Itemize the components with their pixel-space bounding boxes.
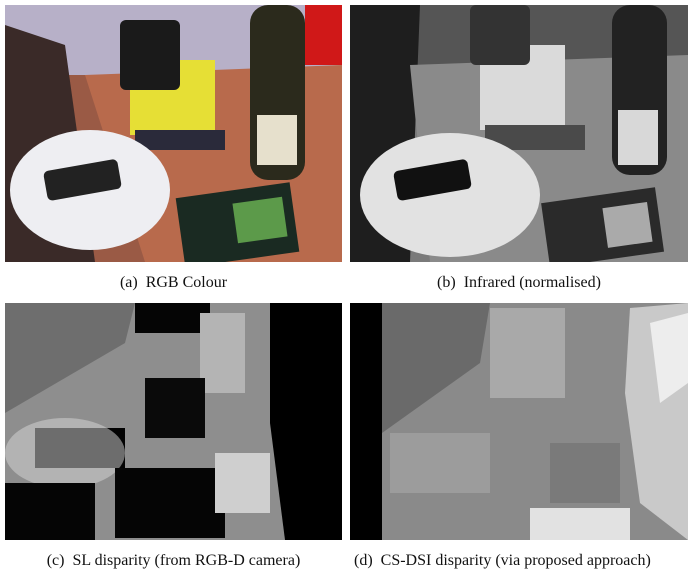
panel-label: (b) — [437, 274, 456, 291]
rgb-image — [5, 5, 342, 262]
caption: (b) Infrared (normalised) — [350, 274, 688, 292]
caption: (d) CS-DSI disparity (via proposed approa… — [350, 552, 688, 570]
panel-caption: CS-DSI disparity (via proposed approach) — [381, 552, 651, 569]
infrared-image — [350, 5, 688, 262]
sl-disparity-image — [5, 303, 342, 540]
panel-label: (c) — [47, 552, 65, 569]
panel-caption: Infrared (normalised) — [464, 274, 601, 291]
panel-caption: SL disparity (from RGB-D camera) — [72, 552, 300, 569]
caption: (c) SL disparity (from RGB-D camera) — [5, 552, 342, 570]
panel-label: (d) — [354, 552, 373, 569]
panel-label: (a) — [120, 274, 138, 291]
panel-caption: RGB Colour — [146, 274, 227, 291]
figure: {"figure": {"panels": [ {"label": "(a)",… — [0, 0, 688, 572]
csdsi-disparity-image — [350, 303, 688, 540]
caption: (a) RGB Colour — [5, 274, 342, 292]
